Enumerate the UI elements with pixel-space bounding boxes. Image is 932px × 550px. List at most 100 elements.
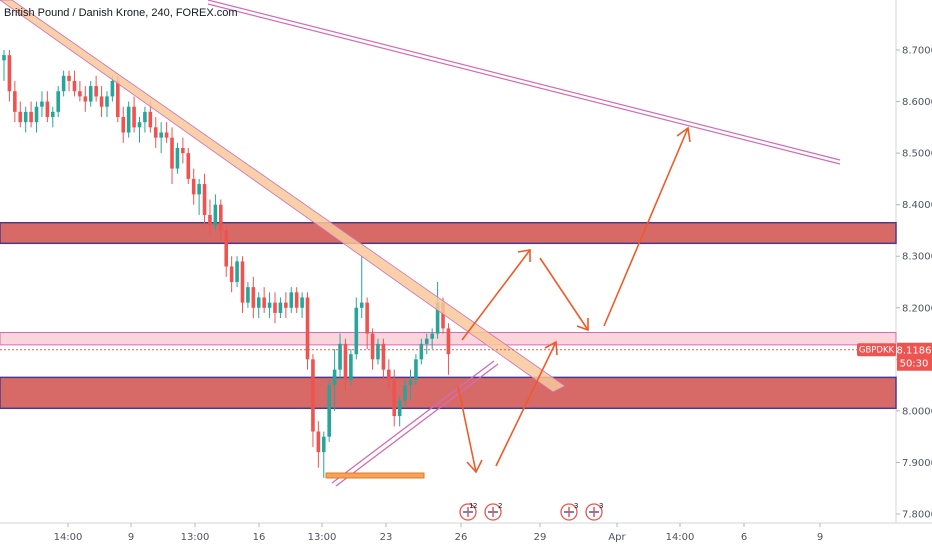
candle-body bbox=[197, 184, 201, 195]
candle-body bbox=[208, 214, 212, 226]
arrow-down-2-head bbox=[466, 459, 483, 474]
candle-body bbox=[354, 307, 359, 355]
candle-body bbox=[240, 261, 245, 303]
candle-body bbox=[213, 204, 218, 226]
candle-body bbox=[311, 359, 315, 432]
candle-body bbox=[159, 132, 163, 138]
ascending-support-line bbox=[335, 363, 499, 487]
price-axis[interactable]: 8.70008.60008.50008.40008.30008.20008.10… bbox=[896, 46, 932, 521]
candle-body bbox=[262, 297, 266, 308]
candle-body bbox=[175, 147, 180, 169]
candle-body bbox=[419, 343, 424, 360]
candle-body bbox=[126, 106, 131, 133]
candle-body bbox=[88, 86, 93, 102]
candle-body bbox=[332, 369, 337, 386]
candle-body bbox=[246, 287, 250, 303]
candle-body bbox=[116, 80, 120, 118]
candle-body bbox=[300, 297, 304, 308]
drawings-layer bbox=[0, 0, 841, 487]
candle-body bbox=[235, 261, 239, 282]
ascending-support-line-2 bbox=[331, 360, 495, 484]
candle-body bbox=[121, 117, 126, 133]
candle-body bbox=[164, 132, 169, 138]
calendar-event-marker[interactable]: 3 bbox=[560, 502, 578, 521]
arrow-down-1 bbox=[539, 257, 589, 331]
y-tick-label: 8.4000 bbox=[902, 200, 932, 211]
candle-body bbox=[148, 111, 153, 128]
candle-body bbox=[446, 328, 451, 355]
candle-body bbox=[7, 55, 12, 92]
forecast-arrows bbox=[457, 126, 691, 474]
candle-body bbox=[132, 106, 136, 128]
candle-body bbox=[94, 86, 98, 97]
price-badge: GBPDKK 8.1186 50:30 bbox=[857, 342, 932, 371]
candle-body bbox=[34, 106, 39, 123]
candle-body bbox=[251, 287, 256, 308]
calendar-event-marker[interactable]: 3 bbox=[585, 502, 603, 521]
candle-body bbox=[376, 343, 380, 360]
candle-body bbox=[430, 333, 434, 339]
low-marker bbox=[325, 472, 425, 479]
candle-body bbox=[2, 55, 6, 61]
event-label: 3 bbox=[599, 502, 603, 510]
y-tick-label: 8.0000 bbox=[902, 406, 932, 417]
candle-body bbox=[170, 137, 174, 169]
upper-trendline-shadow bbox=[207, 3, 841, 165]
candle-body bbox=[289, 292, 294, 308]
candle-body bbox=[284, 302, 288, 308]
candle-body bbox=[327, 385, 331, 437]
candle-body bbox=[153, 127, 158, 138]
arrow-up-1-head bbox=[517, 249, 531, 262]
last-price-label: 8.1186 bbox=[897, 346, 932, 357]
candle-body bbox=[435, 302, 440, 334]
candle-body bbox=[414, 359, 418, 380]
y-tick-label: 8.3000 bbox=[902, 252, 932, 263]
candle-body bbox=[408, 379, 413, 386]
arrow-down-1-head bbox=[576, 318, 589, 332]
y-tick-label: 7.9000 bbox=[902, 458, 932, 469]
candle-body bbox=[392, 379, 397, 417]
candle-body bbox=[267, 302, 272, 308]
candle-body bbox=[381, 343, 386, 370]
candle-body bbox=[18, 111, 23, 123]
zones-layer bbox=[0, 221, 897, 410]
candle-body bbox=[397, 400, 402, 417]
x-tick-label: Apr bbox=[608, 532, 626, 543]
candle-body bbox=[67, 75, 71, 81]
event-label: 3 bbox=[574, 502, 578, 510]
calendar-events[interactable]: 21 2 3 3 bbox=[459, 502, 603, 521]
arrow-up-1 bbox=[461, 249, 531, 341]
candle-body bbox=[191, 178, 196, 195]
time-axis[interactable]: 14:00 9 13:00 16 13:00 23 26 29 Apr 14:00 6 9 bbox=[54, 523, 824, 543]
candle-body bbox=[403, 385, 407, 401]
candle-body bbox=[72, 80, 77, 92]
x-tick-label: 14:00 bbox=[54, 532, 83, 543]
plot-background bbox=[0, 0, 896, 523]
candle-body bbox=[273, 302, 277, 313]
event-label: 2 bbox=[473, 502, 477, 510]
candle-body bbox=[181, 147, 185, 154]
descending-trend-band bbox=[0, 0, 566, 393]
calendar-event-marker[interactable]: 21 bbox=[459, 502, 477, 521]
zone-support bbox=[0, 376, 897, 410]
x-tick-label: 16 bbox=[253, 532, 266, 543]
chart-title: British Pound / Danish Krone, 240, FOREX… bbox=[4, 7, 238, 19]
candle-body bbox=[29, 111, 33, 123]
x-tick-label: 13:00 bbox=[308, 532, 337, 543]
x-tick-label: 9 bbox=[128, 532, 134, 543]
event-label: 2 bbox=[498, 502, 502, 510]
symbol-label: GBPDKK bbox=[859, 346, 895, 356]
candle-body bbox=[316, 431, 321, 453]
candle-body bbox=[256, 297, 261, 308]
y-tick-label: 7.8000 bbox=[902, 510, 932, 521]
candle-body bbox=[219, 204, 223, 231]
candle-body bbox=[78, 91, 82, 97]
y-tick-label: 8.6000 bbox=[902, 97, 932, 108]
y-tick-label: 8.7000 bbox=[902, 46, 932, 57]
candle-body bbox=[441, 302, 445, 329]
candle-body bbox=[370, 333, 375, 360]
event-count: 1 bbox=[469, 502, 473, 510]
calendar-event-marker[interactable]: 2 bbox=[484, 502, 502, 521]
candle-body bbox=[105, 96, 109, 107]
